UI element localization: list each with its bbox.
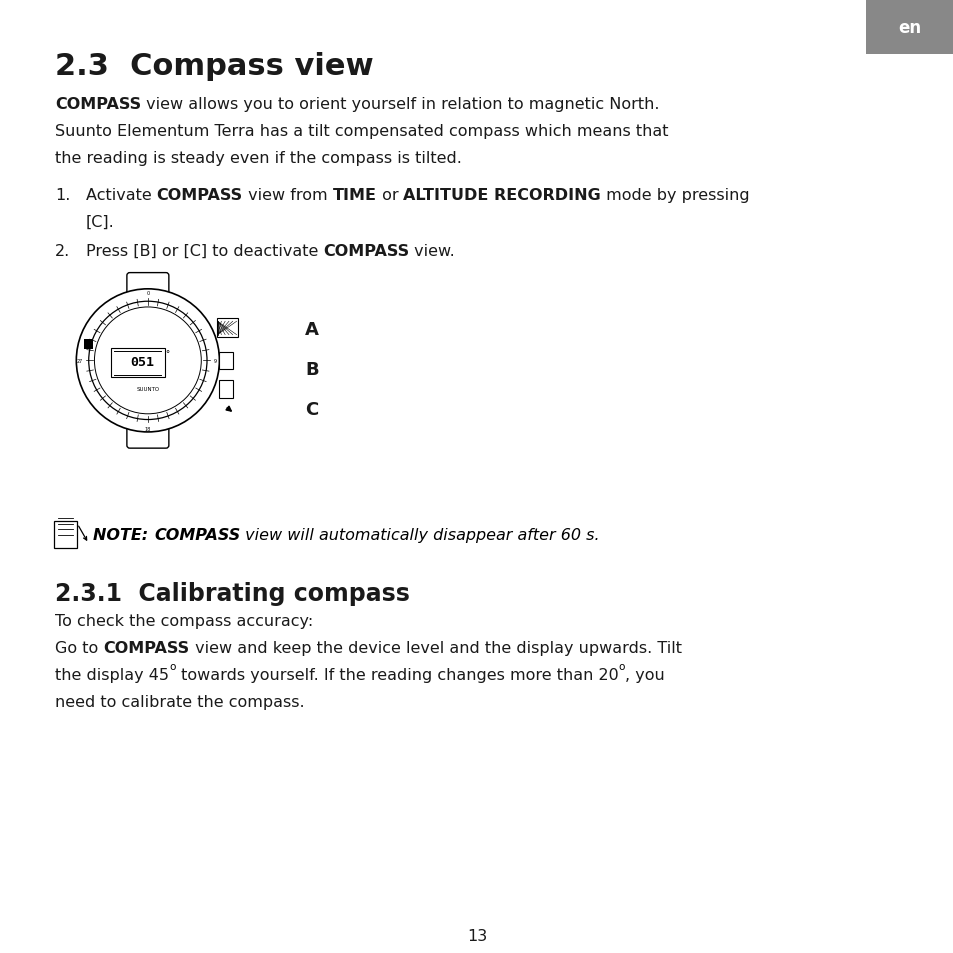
Text: 1.: 1. [55, 188, 71, 203]
Text: 2.: 2. [55, 244, 71, 259]
Text: Suunto Elementum Terra has a tilt compensated compass which means that: Suunto Elementum Terra has a tilt compen… [55, 124, 668, 139]
Text: Press [B] or [C] to deactivate: Press [B] or [C] to deactivate [86, 244, 323, 259]
Text: view and keep the device level and the display upwards. Tilt: view and keep the device level and the d… [190, 640, 681, 656]
FancyBboxPatch shape [865, 0, 953, 55]
Circle shape [94, 308, 201, 415]
Text: view allows you to orient yourself in relation to magnetic North.: view allows you to orient yourself in re… [141, 97, 659, 112]
Text: en: en [898, 19, 921, 36]
Circle shape [76, 290, 219, 433]
Text: view will automatically disappear after 60 s.: view will automatically disappear after … [240, 527, 599, 542]
Text: Go to: Go to [55, 640, 104, 656]
Text: o: o [169, 661, 175, 671]
FancyBboxPatch shape [127, 274, 169, 296]
Text: 2.3.1  Calibrating compass: 2.3.1 Calibrating compass [55, 581, 410, 605]
Text: view from: view from [243, 188, 333, 203]
FancyBboxPatch shape [219, 353, 233, 370]
Text: 18: 18 [145, 426, 151, 431]
Text: To check the compass accuracy:: To check the compass accuracy: [55, 614, 314, 629]
Text: COMPASS: COMPASS [323, 244, 409, 259]
Text: NOTE:: NOTE: [93, 527, 154, 542]
Text: COMPASS: COMPASS [156, 188, 243, 203]
Text: COMPASS: COMPASS [104, 640, 190, 656]
FancyBboxPatch shape [219, 381, 233, 398]
Text: C: C [305, 401, 318, 419]
Text: 9: 9 [213, 358, 217, 363]
Text: COMPASS: COMPASS [55, 97, 141, 112]
Text: 0: 0 [146, 291, 150, 295]
Text: the display 45: the display 45 [55, 667, 169, 682]
Text: Activate: Activate [86, 188, 156, 203]
Text: 051: 051 [130, 355, 154, 369]
FancyBboxPatch shape [111, 349, 165, 377]
FancyBboxPatch shape [127, 426, 169, 449]
Text: °: ° [165, 350, 169, 359]
Text: , you: , you [624, 667, 664, 682]
Text: A: A [305, 321, 319, 339]
Text: TIME: TIME [333, 188, 376, 203]
Text: 27: 27 [77, 358, 83, 363]
Text: ALTITUDE RECORDING: ALTITUDE RECORDING [403, 188, 600, 203]
Text: COMPASS: COMPASS [154, 527, 240, 542]
FancyBboxPatch shape [216, 319, 237, 338]
Text: B: B [305, 361, 318, 379]
Text: SUUNTO: SUUNTO [136, 387, 159, 392]
Text: need to calibrate the compass.: need to calibrate the compass. [55, 694, 305, 709]
Text: the reading is steady even if the compass is tilted.: the reading is steady even if the compas… [55, 151, 461, 166]
FancyBboxPatch shape [84, 340, 93, 350]
Text: or: or [376, 188, 403, 203]
Text: o: o [618, 661, 624, 671]
Text: 2.3  Compass view: 2.3 Compass view [55, 52, 374, 81]
Text: [C].: [C]. [86, 214, 114, 230]
Text: towards yourself. If the reading changes more than 20: towards yourself. If the reading changes… [175, 667, 618, 682]
Text: 13: 13 [466, 928, 487, 943]
Text: view.: view. [409, 244, 455, 259]
FancyBboxPatch shape [54, 521, 77, 548]
Text: mode by pressing: mode by pressing [600, 188, 749, 203]
